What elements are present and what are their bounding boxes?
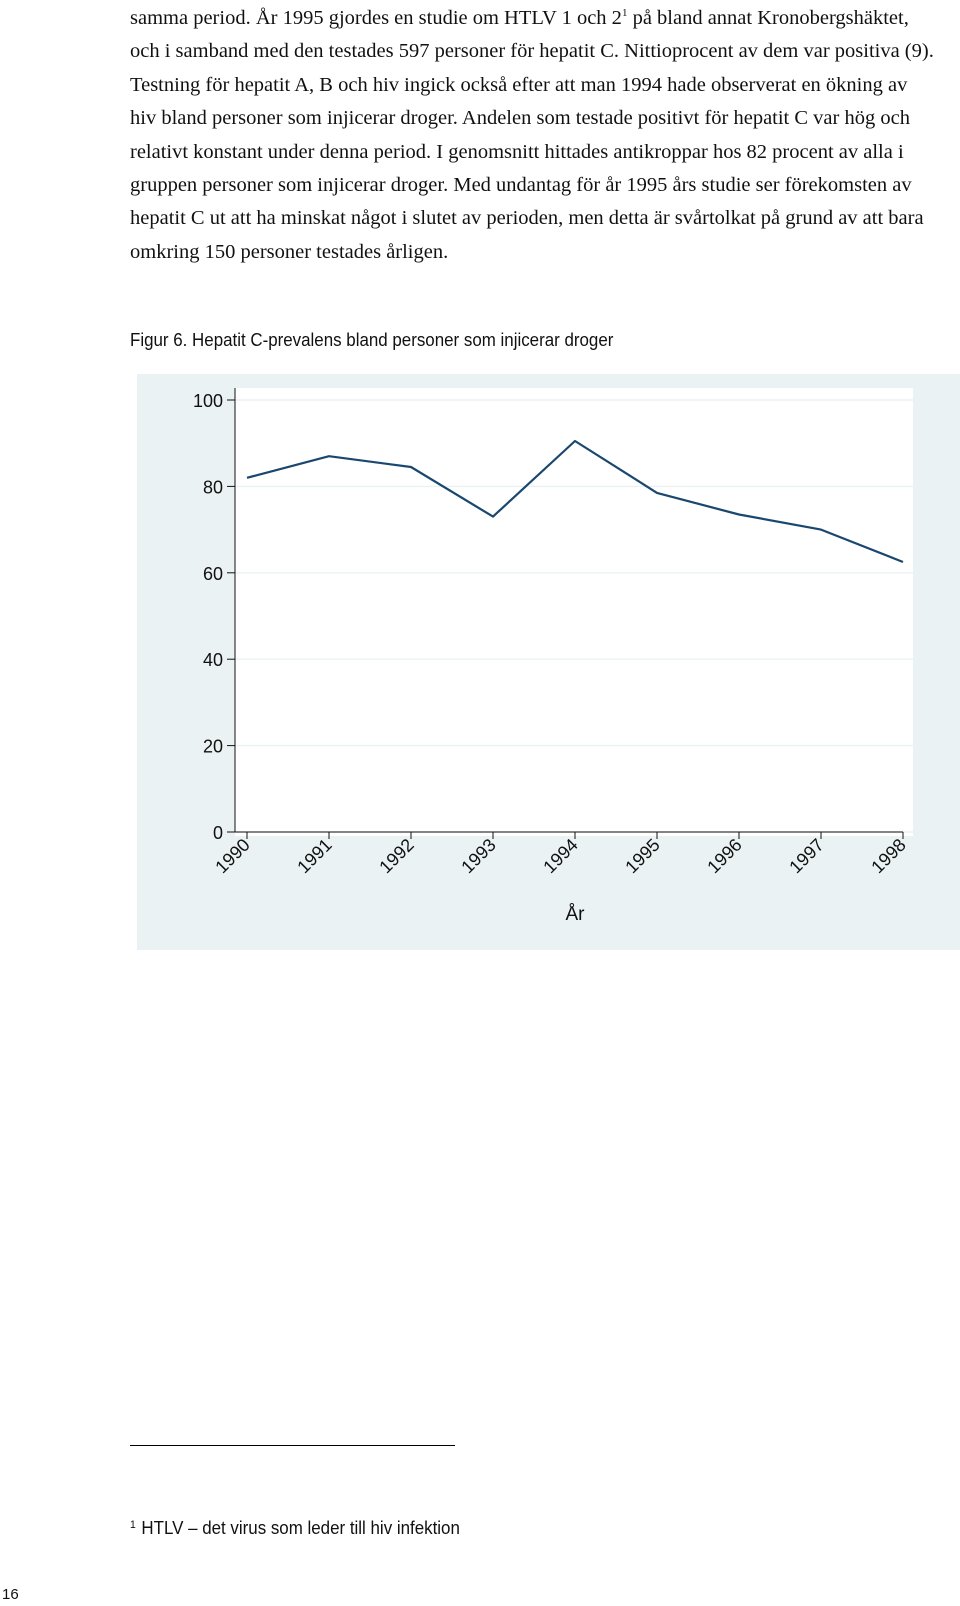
y-tick-label-100: 100	[193, 391, 223, 411]
y-tick-label-80: 80	[203, 477, 223, 497]
footnote-mark: 1	[130, 1519, 136, 1531]
body-text-part1: samma period. År 1995 gjordes en studie …	[130, 7, 622, 29]
x-axis-title: År	[566, 904, 586, 925]
plot-area	[235, 388, 913, 836]
footnote-reference[interactable]: 1	[621, 7, 628, 19]
body-paragraph: samma period. År 1995 gjordes en studie …	[130, 2, 935, 269]
footnote: 1 HTLV – det virus som leder till hiv inf…	[130, 1518, 460, 1539]
footnote-divider	[130, 1445, 455, 1446]
y-tick-label-40: 40	[203, 650, 223, 670]
series-points	[246, 440, 904, 563]
page-number: 16	[2, 1586, 19, 1603]
figure-caption: Figur 6. Hepatit C-prevalens bland perso…	[130, 330, 614, 350]
footnote-text: HTLV – det virus som leder till hiv infe…	[141, 1518, 460, 1538]
y-axis: 0 20 40 60 80 100	[193, 391, 235, 843]
y-tick-label-20: 20	[203, 737, 223, 757]
y-tick-label-60: 60	[203, 564, 223, 584]
y-tick-label-0: 0	[213, 823, 223, 843]
body-text-part2: på bland annat Kronobergshäktet, och i s…	[130, 7, 939, 263]
